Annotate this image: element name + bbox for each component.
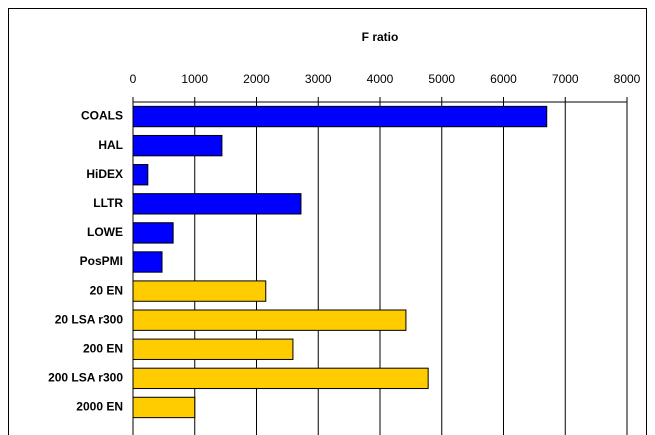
y-tick-label: HiDEX [86,167,123,181]
chart-title: F ratio [362,30,399,44]
y-tick-label: LLTR [93,196,123,210]
y-tick-label: 200 LSA r300 [48,371,123,385]
bar [132,134,223,157]
bar [132,309,407,331]
bar [132,222,174,244]
bar [132,367,429,390]
bar [132,193,302,215]
x-tick-label: 6000 [490,72,517,86]
bar [132,105,548,128]
x-tick-label: 5000 [428,72,455,86]
bar [132,280,267,302]
y-tick-label: COALS [81,109,123,123]
x-tick-label: 8000 [614,72,641,86]
x-tick-label: 7000 [552,72,579,86]
x-tick-label: 2000 [243,72,270,86]
x-tick-label: 3000 [305,72,332,86]
y-tick-label: 20 LSA r300 [55,312,124,326]
chart-frame [8,8,647,435]
y-tick-label: 2000 EN [76,400,123,414]
x-tick-label: 1000 [181,72,208,86]
y-tick-label: 200 EN [83,341,123,355]
bar [132,251,163,273]
y-tick-label: HAL [98,138,123,152]
x-tick-label: 4000 [367,72,394,86]
y-tick-label: PosPMI [80,254,123,268]
x-tick-label: 0 [130,72,137,86]
y-tick-label: LOWE [87,225,123,239]
bar [132,164,149,186]
bar [132,338,294,360]
y-tick-label: 20 EN [90,283,123,297]
bar [132,396,196,419]
